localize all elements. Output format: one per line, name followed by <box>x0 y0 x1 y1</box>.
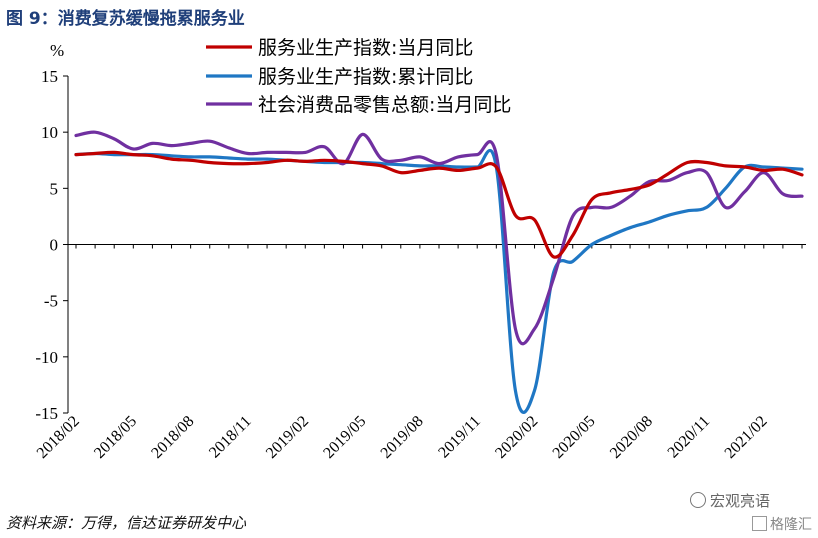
x-tick-label: 2019/05 <box>320 413 369 462</box>
x-tick-label: 2018/08 <box>148 413 197 462</box>
y-tick-label: -15 <box>35 404 58 423</box>
x-tick-label: 2019/02 <box>263 413 312 462</box>
x-tick-label: 2021/02 <box>722 413 771 462</box>
series-line-2 <box>74 148 804 414</box>
watermark-left-text: 宏观亮语 <box>710 492 771 510</box>
series-line-1 <box>74 150 804 259</box>
y-tick-label: 5 <box>50 179 59 198</box>
legend-label-3: 社会消费品零售总额:当月同比 <box>258 94 511 116</box>
x-tick-label: 2019/08 <box>378 413 427 462</box>
y-axis-unit-label: % <box>50 41 64 60</box>
legend-label-1: 服务业生产指数:当月同比 <box>258 37 473 59</box>
series-line-3 <box>74 130 804 346</box>
source-note: 资料来源：万得，信达证券研发中心 <box>6 514 247 532</box>
x-axis: 2018/02 2018/05 2018/08 2018/11 2019/02 2019/… <box>34 244 806 462</box>
y-axis: % -15 -10 -5 0 5 10 15 <box>35 41 69 423</box>
gelonghui-logo-icon <box>752 516 767 531</box>
y-tick-label: -5 <box>44 292 58 311</box>
x-tick-label: 2020/08 <box>607 413 656 462</box>
x-tick-label: 2020/05 <box>550 413 599 462</box>
wechat-icon <box>690 492 706 508</box>
series-lines <box>74 130 804 414</box>
watermark-right-text: 格隆汇 <box>770 517 812 533</box>
y-tick-label: 10 <box>41 123 58 142</box>
watermark-gelonghui: 格隆汇 <box>752 514 812 534</box>
y-tick-label: 0 <box>50 236 59 255</box>
y-tick-label: 15 <box>41 67 58 86</box>
x-tick-label: 2018/05 <box>91 413 140 462</box>
x-tick-label: 2018/11 <box>206 413 255 462</box>
figure-title: 图 9：消费复苏缓慢拖累服务业 <box>6 9 245 29</box>
watermark-wechat: 宏观亮语 <box>690 490 770 511</box>
x-tick-label: 2020/02 <box>492 413 541 462</box>
legend-label-2: 服务业生产指数:累计同比 <box>258 66 473 88</box>
x-tick-label: 2020/11 <box>665 413 714 462</box>
y-tick-label: -10 <box>35 348 58 367</box>
x-tick-label: 2019/11 <box>435 413 484 462</box>
